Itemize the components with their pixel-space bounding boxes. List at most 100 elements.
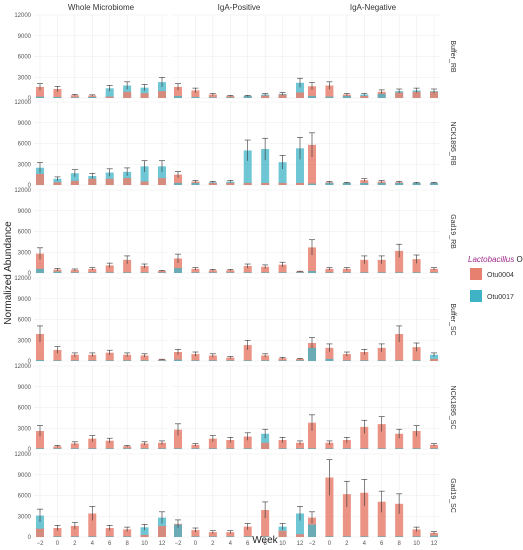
column-strip-labels: Whole Microbiome IgA-Positive IgA-Negative [68,3,397,12]
x-tick-label: 0 [328,541,332,547]
bar-otu0017 [158,272,166,273]
row-strip-labels: Buffer_RB NCK1895_RB Gad19_RB Buffer_SC NCK1… [449,40,456,512]
bar-otu0004 [226,182,235,185]
bar-otu0017 [377,536,386,537]
y-tick-label: 3000 [18,514,32,520]
y-tick-label: 6000 [18,406,32,412]
bar-otu0017 [140,360,149,361]
bar-otu0004 [140,93,149,98]
bar-otu0004 [278,440,287,449]
legend-title-suffix: OTUs [514,255,523,264]
bar-otu0017 [412,536,421,537]
legend: Lactobacillus OTUs Otu0004 Otu0017 [468,255,523,302]
x-tick-label: 10 [279,541,286,547]
x-tick-label: 4 [363,541,367,547]
x-tick-labels: −2 0 2 4 6 8 10 12 −2 0 2 4 6 8 10 12 −2 0 2 4 6 8 10 12 [37,541,438,547]
bar-otu0017 [191,360,200,361]
y-tick-label: 12000 [14,100,31,106]
x-tick-label: 4 [229,541,233,547]
bar-otu0004 [278,358,287,361]
bar-otu0017 [88,448,97,449]
bar-otu0004 [191,530,200,537]
y-tick-labels: 0300060009000120000300060009000120000300… [14,13,31,541]
bar-otu0017 [325,182,334,185]
bar-otu0004 [261,355,270,361]
y-tick-label: 3000 [18,338,32,344]
bar-otu0004 [243,345,252,361]
panel-gad19-rb-whole-microbiome [34,189,168,274]
bar-otu0017 [174,448,182,449]
bar-otu0017 [158,82,166,98]
bar-otu0004 [226,270,235,273]
legend-label-otu0004: Otu0004 [487,272,514,279]
bar-otu0004 [208,94,217,98]
bar-otu0004 [395,433,404,449]
row-label-nck1895-rb: NCK1895_RB [449,122,456,166]
x-tick-label: 10 [413,541,420,547]
bar-otu0004 [226,357,235,361]
bar-otu0004 [191,354,200,361]
bar-otu0004 [360,352,369,361]
bar-otu0004 [123,446,132,449]
y-tick-label: 0 [28,447,32,453]
bar-otu0004 [243,436,252,449]
bar-otu0004 [36,528,44,537]
bar-otu0017 [430,354,438,361]
bar-otu0017 [158,448,166,449]
bar-otu0017 [208,536,217,537]
x-tick-label: 2 [211,541,215,547]
bar-otu0004 [70,95,79,98]
bar-otu0004 [261,442,270,449]
bar-otu0017 [174,359,182,361]
bar-otu0017 [360,182,369,185]
bar-otu0017 [360,448,369,449]
bar-otu0004 [191,90,200,98]
bar-otu0017 [70,97,79,98]
bar-otu0004 [430,532,438,537]
bar-otu0004 [412,91,421,98]
bar-otu0017 [325,272,334,273]
bar-otu0017 [105,448,114,449]
bar-otu0017 [174,95,182,98]
bar-otu0004 [140,355,149,361]
x-tick-label: 8 [125,541,129,547]
bar-otu0017 [70,448,79,449]
bar-otu0017 [278,360,287,361]
bar-otu0004 [140,534,149,537]
bar-otu0017 [296,360,304,361]
bar-otu0017 [174,524,182,537]
x-tick-label: −2 [309,541,317,547]
bar-otu0004 [158,525,166,537]
bar-otu0004 [208,270,217,273]
bar-otu0004 [243,182,252,185]
bar-otu0004 [430,444,438,449]
bar-otu0017 [123,448,132,449]
bar-otu0004 [140,266,149,273]
bar-otu0017 [36,515,44,537]
y-tick-label: 12000 [14,364,31,370]
y-tick-label: 12000 [14,276,31,282]
bar-otu0004 [174,174,182,185]
bar-otu0017 [296,448,304,449]
bar-otu0017 [36,359,44,361]
bar-otu0004 [325,477,334,537]
bar-otu0017 [278,162,287,185]
bar-otu0017 [296,513,304,537]
bar-otu0017 [123,272,132,273]
bar-otu0017 [226,272,235,273]
bar-otu0017 [243,448,252,449]
bar-otu0004 [226,532,235,537]
bar-otu0017 [395,182,404,185]
bar-otu0004 [105,96,114,98]
bar-otu0017 [53,360,62,361]
bar-otu0004 [158,91,166,98]
bar-otu0017 [325,96,334,98]
bar-otu0004 [53,528,62,537]
bar-otu0017 [243,95,252,98]
bar-otu0017 [430,535,438,537]
bar-otu0004 [308,422,316,449]
bar-otu0017 [412,272,421,273]
bar-otu0017 [53,536,62,537]
bar-otu0017 [53,96,62,98]
bar-otu0004 [296,182,304,185]
